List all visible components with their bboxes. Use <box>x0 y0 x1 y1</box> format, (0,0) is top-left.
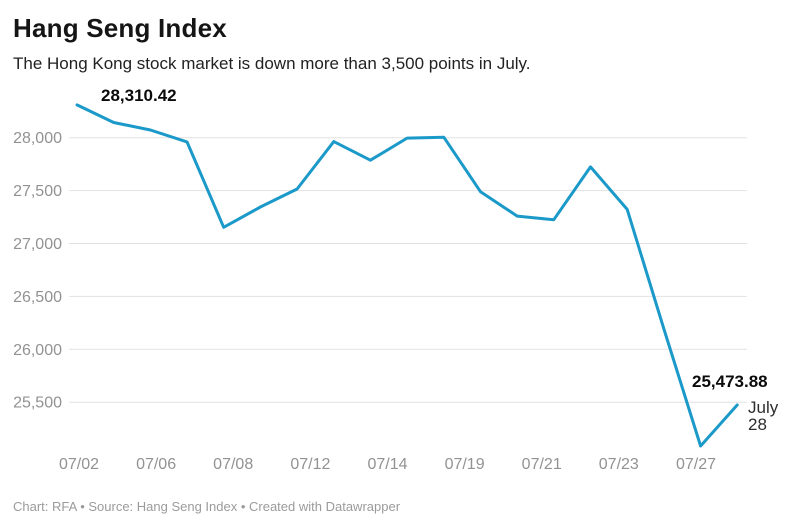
x-axis-tick-label: 07/08 <box>213 456 253 473</box>
start-value-label: 28,310.42 <box>101 86 177 105</box>
x-axis-tick-label: 07/14 <box>367 456 407 473</box>
y-axis-tick-label: 28,000 <box>13 130 62 147</box>
chart-subtitle: The Hong Kong stock market is down more … <box>13 54 531 73</box>
x-axis-tick-label: 07/23 <box>599 456 639 473</box>
x-axis-tick-label: 07/06 <box>136 456 176 473</box>
y-axis-tick-label: 25,500 <box>13 395 62 412</box>
x-axis-tick-label: 07/19 <box>445 456 485 473</box>
x-axis-tick-label: 07/21 <box>522 456 562 473</box>
x-axis-tick-label: 07/27 <box>676 456 716 473</box>
x-axis-tick-label: 07/12 <box>290 456 330 473</box>
y-axis-tick-label: 27,000 <box>13 236 62 253</box>
x-axis-tick-label: 07/02 <box>59 456 99 473</box>
y-axis-tick-label: 27,500 <box>13 183 62 200</box>
chart-title: Hang Seng Index <box>13 13 227 43</box>
chart-footer: Chart: RFA • Source: Hang Seng Index • C… <box>13 499 401 514</box>
end-date-label: July 28 <box>748 398 779 434</box>
y-axis-tick-label: 26,500 <box>13 289 62 306</box>
end-value-label: 25,473.88 <box>692 372 768 391</box>
hang-seng-index-line <box>75 103 739 448</box>
y-axis-tick-label: 26,000 <box>13 342 62 359</box>
